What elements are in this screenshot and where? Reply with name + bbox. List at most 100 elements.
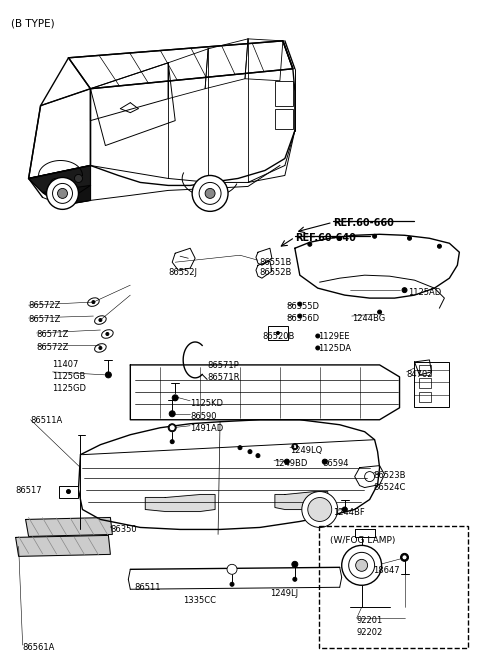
Text: 1244BG: 1244BG xyxy=(352,314,385,323)
Text: 18647: 18647 xyxy=(372,567,399,575)
Text: 1125AD: 1125AD xyxy=(408,288,442,297)
Polygon shape xyxy=(78,419,380,529)
Circle shape xyxy=(316,334,320,338)
Text: 1244BF: 1244BF xyxy=(333,508,364,518)
Polygon shape xyxy=(256,248,272,265)
Text: 86511: 86511 xyxy=(134,583,161,592)
Circle shape xyxy=(248,450,252,454)
Text: (B TYPE): (B TYPE) xyxy=(11,19,54,29)
Circle shape xyxy=(106,332,109,335)
Text: 1249LQ: 1249LQ xyxy=(290,446,322,455)
Circle shape xyxy=(322,459,327,464)
Circle shape xyxy=(308,242,312,246)
Text: 86524C: 86524C xyxy=(373,482,406,492)
Circle shape xyxy=(238,446,242,450)
Text: 1125KD: 1125KD xyxy=(190,399,223,408)
Bar xyxy=(415,362,449,407)
Text: 86556D: 86556D xyxy=(287,314,320,323)
Bar xyxy=(420,378,432,388)
Circle shape xyxy=(99,347,102,349)
Circle shape xyxy=(298,302,302,306)
Bar xyxy=(268,326,288,340)
Text: 86555D: 86555D xyxy=(287,302,320,311)
Circle shape xyxy=(50,179,60,189)
Text: 84702: 84702 xyxy=(407,370,433,379)
Circle shape xyxy=(402,555,407,560)
Text: 1129EE: 1129EE xyxy=(318,332,349,341)
Circle shape xyxy=(348,553,374,578)
Circle shape xyxy=(316,346,320,350)
Text: 1249LJ: 1249LJ xyxy=(270,589,298,598)
Circle shape xyxy=(256,454,260,458)
Polygon shape xyxy=(415,360,432,375)
Polygon shape xyxy=(25,517,112,537)
Text: 86517: 86517 xyxy=(16,486,42,494)
Polygon shape xyxy=(69,41,293,89)
Polygon shape xyxy=(43,185,90,205)
Circle shape xyxy=(298,314,302,318)
Circle shape xyxy=(356,559,368,571)
Circle shape xyxy=(47,177,78,209)
Bar xyxy=(420,365,432,375)
Circle shape xyxy=(308,498,332,521)
Text: 86551B: 86551B xyxy=(259,258,291,267)
Circle shape xyxy=(170,440,174,444)
Circle shape xyxy=(342,545,382,585)
Circle shape xyxy=(402,288,407,292)
Polygon shape xyxy=(90,63,175,146)
Circle shape xyxy=(92,300,95,304)
Circle shape xyxy=(437,244,442,248)
Polygon shape xyxy=(355,466,384,488)
Text: 86552J: 86552J xyxy=(168,268,197,277)
Circle shape xyxy=(52,183,72,203)
Text: 86594: 86594 xyxy=(323,459,349,468)
Circle shape xyxy=(408,236,411,240)
Circle shape xyxy=(342,507,347,512)
Text: 86561A: 86561A xyxy=(23,643,55,652)
Text: (W/FOG LAMP): (W/FOG LAMP) xyxy=(330,537,395,545)
Text: REF.60-640: REF.60-640 xyxy=(295,233,356,244)
Polygon shape xyxy=(130,365,399,419)
Text: 86571R: 86571R xyxy=(207,373,240,382)
Bar xyxy=(59,486,78,498)
Text: REF.60-660: REF.60-660 xyxy=(333,218,394,228)
Text: 1125GB: 1125GB xyxy=(52,372,86,381)
Text: 86572Z: 86572Z xyxy=(29,301,61,310)
Circle shape xyxy=(293,445,297,449)
Polygon shape xyxy=(295,234,459,298)
Text: 86571P: 86571P xyxy=(207,361,239,370)
Circle shape xyxy=(293,577,297,581)
Circle shape xyxy=(229,567,235,572)
Text: 86571Z: 86571Z xyxy=(29,315,61,324)
Circle shape xyxy=(58,189,68,199)
Circle shape xyxy=(230,582,234,586)
Text: 86590: 86590 xyxy=(190,412,216,421)
Text: 11407: 11407 xyxy=(52,360,79,369)
Circle shape xyxy=(169,425,175,431)
Circle shape xyxy=(292,444,298,450)
Text: 86520B: 86520B xyxy=(262,332,294,341)
Bar xyxy=(275,81,293,106)
Polygon shape xyxy=(16,535,110,557)
Circle shape xyxy=(372,234,377,238)
Polygon shape xyxy=(275,492,328,510)
Circle shape xyxy=(168,423,176,432)
Text: 86571Z: 86571Z xyxy=(36,330,69,339)
Text: 1249BD: 1249BD xyxy=(274,459,307,468)
Bar xyxy=(275,108,293,128)
Circle shape xyxy=(192,175,228,211)
Text: 92202: 92202 xyxy=(357,628,383,637)
Circle shape xyxy=(378,310,382,314)
Circle shape xyxy=(67,490,71,494)
Circle shape xyxy=(338,236,342,240)
Polygon shape xyxy=(145,494,215,512)
Polygon shape xyxy=(256,261,272,278)
Circle shape xyxy=(284,459,289,464)
Bar xyxy=(420,392,432,402)
Text: 1125GD: 1125GD xyxy=(52,384,86,393)
Text: 92201: 92201 xyxy=(357,616,383,626)
Polygon shape xyxy=(29,89,90,179)
Circle shape xyxy=(74,175,83,183)
Text: 86523B: 86523B xyxy=(373,470,406,480)
Circle shape xyxy=(227,565,237,574)
